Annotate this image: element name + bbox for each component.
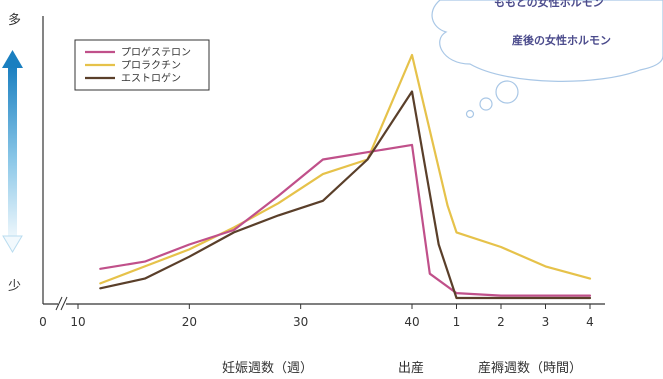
y-label-bottom: 少 [8,279,21,294]
x-tick-label: 30 [293,315,308,329]
x-label-postpartum: 産褥週数（時間） [478,360,582,376]
amount-arrow-icon [2,50,23,253]
x-label-birth: 出産 [398,360,424,376]
x-tick-label: 20 [182,315,197,329]
bubble-text-line2: 産後の女性ホルモン [512,33,611,47]
x-ticks: 0 10 20 30 40 1 2 3 4 [39,304,594,329]
series-line-1 [99,143,592,297]
x-label-pregnancy: 妊娠週数（週） [222,361,313,376]
series-lines [99,53,592,300]
y-label-top: 多 [8,12,21,28]
bubble-dot-large [495,80,519,104]
bubble-dot-small [465,109,475,119]
axis-break-icon [55,296,68,311]
x-tick-label: 40 [404,315,419,329]
bubble-text-line1: ももとの女性ホルモン [494,0,604,9]
legend-label: プロゲステロン [121,47,191,59]
series-line-3 [99,90,592,300]
legend-label: エストロゲン [121,73,181,85]
x-tick-label: 4 [586,315,594,329]
bubble-dot-medium [479,97,493,111]
legend-label: プロラクチン [121,60,181,72]
x-tick-label: 3 [542,315,550,329]
x-tick-label: 1 [453,315,461,329]
x-tick-label: 10 [70,315,85,329]
thought-bubble: ももとの女性ホルモン 産後の女性ホルモン [431,0,663,119]
x-tick-label: 0 [39,315,47,329]
x-tick-label: 2 [497,315,505,329]
